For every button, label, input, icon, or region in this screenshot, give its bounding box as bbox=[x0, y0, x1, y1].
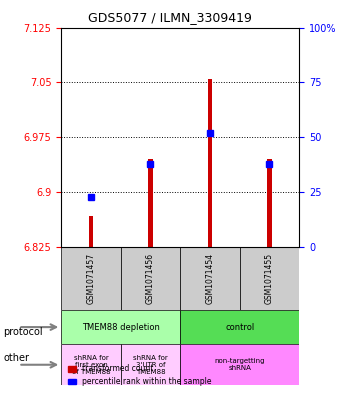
FancyBboxPatch shape bbox=[61, 310, 180, 344]
Text: GSM1071456: GSM1071456 bbox=[146, 253, 155, 304]
FancyBboxPatch shape bbox=[61, 247, 121, 310]
Bar bbox=[88, 216, 93, 247]
FancyBboxPatch shape bbox=[180, 310, 299, 344]
Bar bbox=[207, 79, 212, 247]
Text: protocol: protocol bbox=[3, 327, 43, 337]
Text: GSM1071454: GSM1071454 bbox=[205, 253, 215, 304]
Text: non-targetting
shRNA: non-targetting shRNA bbox=[215, 358, 265, 371]
Text: GDS5077 / ILMN_3309419: GDS5077 / ILMN_3309419 bbox=[88, 11, 252, 24]
Text: TMEM88 depletion: TMEM88 depletion bbox=[82, 323, 160, 332]
Legend: transformed count, percentile rank within the sample: transformed count, percentile rank withi… bbox=[65, 361, 215, 389]
Text: other: other bbox=[3, 353, 29, 363]
FancyBboxPatch shape bbox=[180, 344, 299, 385]
Text: GSM1071455: GSM1071455 bbox=[265, 253, 274, 304]
FancyBboxPatch shape bbox=[121, 344, 180, 385]
Text: shRNA for
3'UTR of
TMEM88: shRNA for 3'UTR of TMEM88 bbox=[133, 355, 168, 375]
FancyBboxPatch shape bbox=[121, 247, 180, 310]
Bar bbox=[148, 159, 153, 247]
Bar bbox=[267, 159, 272, 247]
Text: shRNA for
first exon
of TMEM88: shRNA for first exon of TMEM88 bbox=[72, 355, 110, 375]
Text: control: control bbox=[225, 323, 254, 332]
FancyBboxPatch shape bbox=[180, 247, 240, 310]
Text: GSM1071457: GSM1071457 bbox=[86, 253, 96, 304]
FancyBboxPatch shape bbox=[240, 247, 299, 310]
FancyBboxPatch shape bbox=[61, 344, 121, 385]
